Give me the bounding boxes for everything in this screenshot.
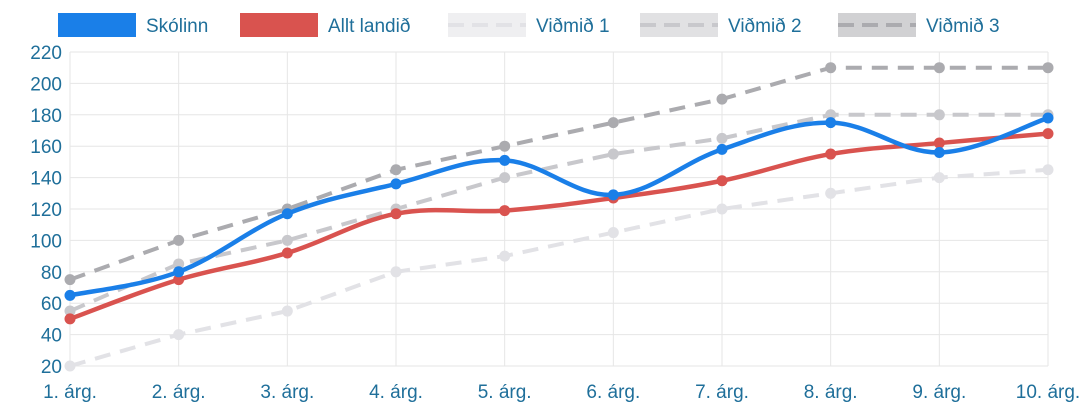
y-tick-label: 200 (30, 74, 62, 95)
data-point (825, 149, 836, 160)
x-tick-label: 10. árg. (1016, 382, 1080, 403)
data-point (391, 208, 402, 219)
y-tick-label: 140 (30, 169, 62, 190)
data-point (499, 155, 510, 166)
data-point (1043, 128, 1054, 139)
legend-label: Allt landið (328, 16, 410, 37)
x-tick-label: 8. árg. (804, 382, 858, 403)
data-point (1043, 62, 1054, 73)
data-point (391, 164, 402, 175)
data-point (934, 172, 945, 183)
legend-label: Skólinn (146, 16, 208, 37)
x-tick-label: 5. árg. (478, 382, 532, 403)
x-tick-label: 9. árg. (912, 382, 966, 403)
data-point (282, 208, 293, 219)
data-point (608, 227, 619, 238)
data-point (717, 133, 728, 144)
series-3 (65, 164, 1054, 371)
data-point (1043, 164, 1054, 175)
data-point (282, 247, 293, 258)
grid (70, 52, 1048, 366)
data-point (65, 290, 76, 301)
y-tick-label: 120 (30, 200, 62, 221)
data-point (717, 94, 728, 105)
series-line (70, 68, 1048, 280)
axes: 20 40 60 80 100 120 140 160 180 200 220 1. árg. 2. á… (30, 43, 1080, 403)
legend-label: Viðmið 2 (728, 16, 802, 37)
x-tick-label: 7. árg. (695, 382, 749, 403)
data-point (499, 172, 510, 183)
y-tick-label: 80 (41, 263, 62, 284)
data-point (65, 361, 76, 372)
data-point (825, 117, 836, 128)
data-point (282, 235, 293, 246)
data-point (173, 235, 184, 246)
data-point (608, 117, 619, 128)
data-point (173, 266, 184, 277)
data-point (717, 175, 728, 186)
legend-item: Viðmið 2 (640, 13, 802, 37)
y-tick-label: 40 (41, 326, 62, 347)
data-point (934, 138, 945, 149)
data-point (391, 178, 402, 189)
legend-swatch (240, 13, 318, 37)
data-point (934, 62, 945, 73)
legend-item: Viðmið 1 (448, 13, 610, 37)
data-point (1043, 112, 1054, 123)
x-tick-label: 4. árg. (369, 382, 423, 403)
data-point (608, 189, 619, 200)
x-tick-label: 1. árg. (43, 382, 97, 403)
data-point (499, 251, 510, 262)
series-2 (65, 128, 1054, 324)
data-point (608, 149, 619, 160)
data-point (391, 266, 402, 277)
legend-label: Viðmið 3 (926, 16, 1000, 37)
data-point (934, 147, 945, 158)
data-point (173, 329, 184, 340)
x-tick-label: 3. árg. (260, 382, 314, 403)
y-tick-label: 160 (30, 137, 62, 158)
y-tick-label: 180 (30, 106, 62, 127)
y-tick-label: 20 (41, 357, 62, 378)
data-point (934, 109, 945, 120)
series-5 (65, 62, 1054, 285)
legend: Skólinn Allt landið Viðmið 1 Viðmið 2 Viðmið… (58, 13, 1000, 37)
legend-label: Viðmið 1 (536, 16, 610, 37)
series-4 (65, 109, 1054, 316)
data-point (717, 144, 728, 155)
y-tick-label: 60 (41, 294, 62, 315)
x-tick-label: 2. árg. (152, 382, 206, 403)
data-point (717, 204, 728, 215)
legend-item: Skólinn (58, 13, 208, 37)
data-point (282, 306, 293, 317)
legend-swatch (58, 13, 136, 37)
data-point (499, 141, 510, 152)
data-point (65, 274, 76, 285)
y-tick-label: 100 (30, 231, 62, 252)
legend-item: Viðmið 3 (838, 13, 1000, 37)
legend-item: Allt landið (240, 13, 410, 37)
data-point (825, 62, 836, 73)
series-lines (65, 62, 1054, 371)
x-tick-label: 6. árg. (586, 382, 640, 403)
data-point (499, 205, 510, 216)
data-point (65, 313, 76, 324)
y-tick-label: 220 (30, 43, 62, 64)
data-point (825, 188, 836, 199)
series-line (70, 134, 1048, 319)
